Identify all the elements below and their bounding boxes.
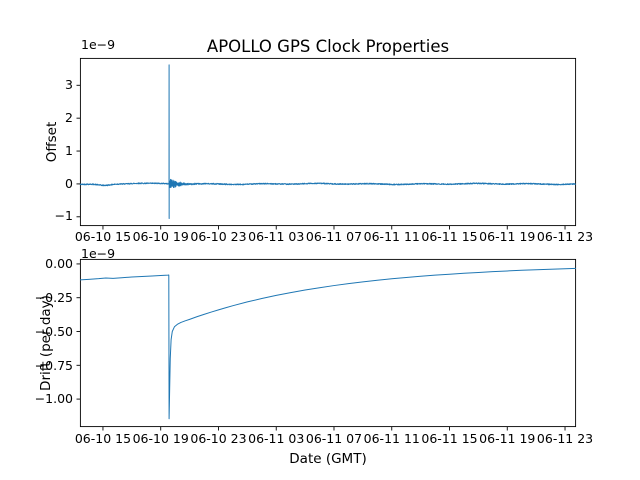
y-scale-offset-text-top: 1e−9 [81,36,116,52]
y-tick-label: 0 [65,175,73,191]
x-tick-label: 06-11 11 [363,229,420,245]
x-tick-label: 06-10 23 [190,229,247,245]
y-scale-offset-text-bottom: 1e−9 [81,245,116,261]
plot-area-offset [76,57,577,230]
x-axis-label: Date (GMT) [289,451,367,467]
x-tick-label: 06-10 23 [190,430,247,446]
series-line-drift [79,268,577,420]
x-tick-label: 06-11 07 [305,430,363,446]
x-tick-label: 06-11 11 [363,430,420,446]
x-tick-label: 06-11 23 [536,229,594,245]
x-tick-label: 06-11 03 [248,229,305,245]
y-tick-label: −1.00 [34,391,73,407]
x-tick-label: 06-10 19 [132,430,189,446]
x-tick-label: 06-11 07 [305,229,363,245]
x-tick-label: 06-11 23 [536,430,594,446]
y-tick-label: 1 [65,142,73,158]
x-tick-label: 06-10 15 [74,430,132,446]
x-tick-label: 06-11 15 [421,430,478,446]
y-tick-label: −1 [54,208,73,224]
x-tick-label: 06-11 03 [248,430,305,446]
x-tick-label: 06-10 15 [74,229,132,245]
series-line-offset [79,63,577,219]
y-axis-label-drift: Drift (per day) [38,295,54,392]
x-tick-label: 06-11 15 [421,229,478,245]
x-tick-label: 06-10 19 [132,229,189,245]
x-tick-label: 06-11 19 [479,430,536,446]
y-tick-label: 0.00 [45,255,73,271]
x-tick-label: 06-11 19 [479,229,536,245]
y-tick-label: 3 [65,76,73,92]
chart-title: APOLLO GPS Clock Properties [206,37,450,56]
y-tick-label: 2 [65,109,73,125]
y-tick-label: −0.75 [34,357,73,373]
y-tick-label: −0.25 [34,289,73,305]
plot-area-drift [76,259,577,431]
y-tick-label: −0.50 [34,323,73,339]
y-axis-label-offset: Offset [44,121,60,162]
